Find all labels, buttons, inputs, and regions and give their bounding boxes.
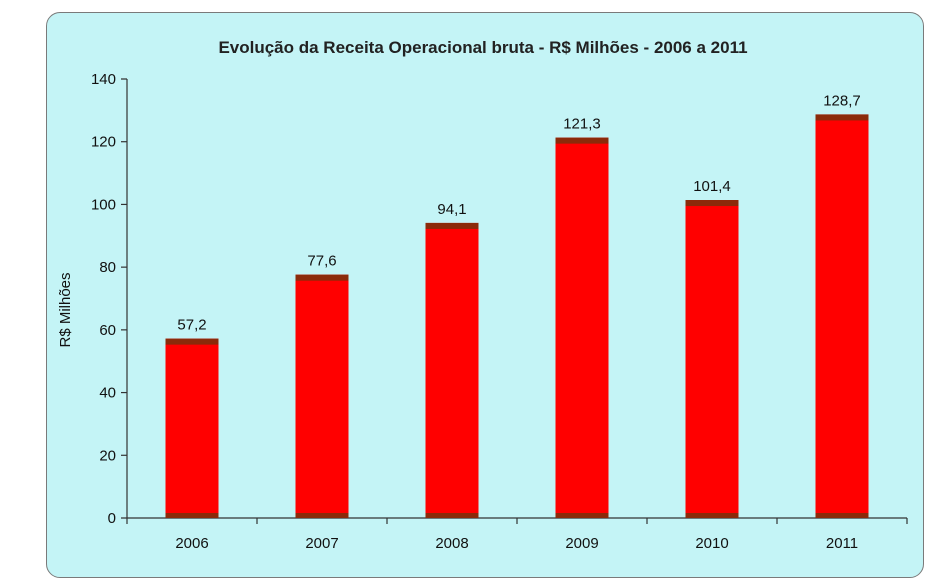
bar-2011 xyxy=(815,114,869,519)
bar-2007 xyxy=(295,274,349,518)
y-tick-label-1: 20 xyxy=(99,447,116,464)
bar-cap-2006 xyxy=(165,338,219,345)
chart-panel: Evolução da Receita Operacional bruta - … xyxy=(46,12,924,578)
bar-base-2008 xyxy=(425,513,479,518)
bar-base-2007 xyxy=(295,513,349,518)
chart-title: Evolução da Receita Operacional bruta - … xyxy=(218,38,747,57)
bar-2008 xyxy=(425,222,479,518)
bar-cap-2009 xyxy=(555,137,609,144)
y-tick-label-5: 100 xyxy=(91,196,116,213)
x-axis: 2006 2007 2008 2009 2010 2011 xyxy=(126,517,908,552)
bars xyxy=(165,114,869,519)
y-axis-label: R$ Milhões xyxy=(57,272,74,347)
bar-cap-2011 xyxy=(815,114,869,121)
bar-2009 xyxy=(555,137,609,518)
y-axis: 0 20 40 60 80 100 120 140 xyxy=(91,71,128,527)
data-label-2008: 94,1 xyxy=(437,201,466,218)
bar-base-2010 xyxy=(685,513,739,518)
x-tick-label-2009: 2009 xyxy=(565,535,598,552)
x-tick-label-2011: 2011 xyxy=(826,535,858,552)
y-tick-label-6: 120 xyxy=(91,134,116,151)
y-tick-label-7: 140 xyxy=(91,71,116,88)
bar-cap-2010 xyxy=(685,200,739,207)
bar-chart: Evolução da Receita Operacional bruta - … xyxy=(57,38,908,552)
data-labels: 57,2 77,6 94,1 121,3 101,4 128,7 xyxy=(177,92,860,333)
y-tick-label-0: 0 xyxy=(108,510,116,527)
bar-cap-2007 xyxy=(295,274,349,281)
bar-base-2011 xyxy=(815,513,869,518)
bar-cap-2008 xyxy=(425,222,479,229)
x-tick-label-2008: 2008 xyxy=(435,535,468,552)
bar-base-2009 xyxy=(555,513,609,518)
data-label-2007: 77,6 xyxy=(307,253,336,270)
bar-2006 xyxy=(165,338,219,518)
x-tick-label-2010: 2010 xyxy=(695,535,728,552)
y-tick-label-4: 80 xyxy=(99,259,116,276)
x-tick-label-2007: 2007 xyxy=(305,535,338,552)
data-label-2010: 101,4 xyxy=(693,178,731,195)
y-tick-label-2: 40 xyxy=(99,385,116,402)
data-label-2009: 121,3 xyxy=(563,116,601,133)
y-tick-label-3: 60 xyxy=(99,322,116,339)
data-label-2006: 57,2 xyxy=(177,317,206,334)
bar-2010 xyxy=(685,200,739,518)
data-label-2011: 128,7 xyxy=(823,92,861,109)
x-tick-label-2006: 2006 xyxy=(175,535,208,552)
bar-base-2006 xyxy=(165,513,219,518)
